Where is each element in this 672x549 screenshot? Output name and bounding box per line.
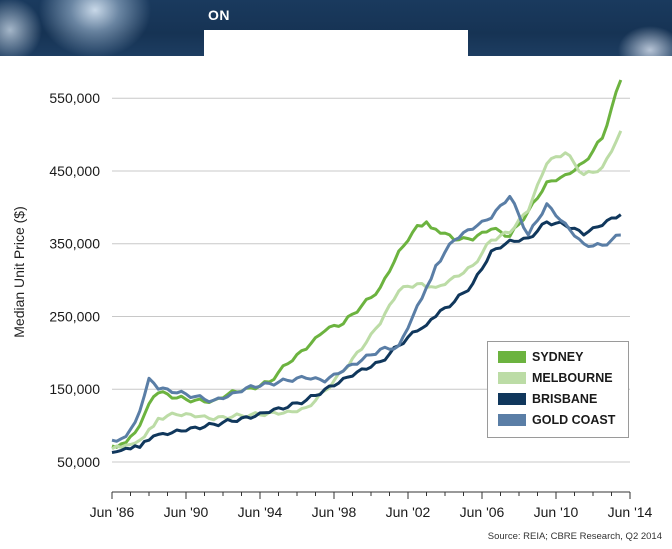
y-axis-label: Median Unit Price ($) — [11, 206, 27, 338]
legend-swatch — [498, 414, 526, 426]
banner-white-box — [204, 30, 468, 56]
series-line-brisbane — [111, 213, 622, 454]
chart-legend: SYDNEY MELBOURNE BRISBANE GOLD COAST — [487, 341, 629, 438]
legend-label: SYDNEY — [532, 350, 584, 364]
header-banner: ON — [0, 0, 672, 56]
legend-label: BRISBANE — [532, 392, 598, 406]
x-tick-label: Jun '06 — [460, 504, 505, 520]
x-tick-label: Jun '02 — [386, 504, 431, 520]
x-tick-label: Jun '94 — [238, 504, 283, 520]
legend-item-brisbane: BRISBANE — [498, 391, 597, 407]
banner-glow-right — [600, 20, 672, 56]
y-tick-label: 350,000 — [49, 236, 100, 252]
series-line-sydney — [111, 79, 623, 449]
x-tick-label: Jun '10 — [534, 504, 579, 520]
legend-item-melbourne: MELBOURNE — [498, 370, 613, 386]
y-tick-label: 250,000 — [49, 308, 100, 324]
axes: 50,000 150,000 250,000 350,000 450,000 550,00… — [49, 90, 652, 520]
x-tick-label: Jun '90 — [164, 504, 209, 520]
x-tick-label: Jun '98 — [312, 504, 357, 520]
legend-swatch — [498, 393, 526, 405]
source-note: Source: REIA; CBRE Research, Q2 2014 — [487, 531, 662, 542]
legend-label: GOLD COAST — [532, 413, 616, 427]
series-lines — [111, 79, 623, 454]
legend-swatch — [498, 372, 526, 384]
banner-title: ON — [208, 7, 230, 23]
series-line-melbourne — [111, 130, 623, 451]
legend-item-gold-coast: GOLD COAST — [498, 412, 615, 428]
y-tick-label: 550,000 — [49, 90, 100, 106]
y-tick-label: 150,000 — [49, 381, 100, 397]
legend-swatch — [498, 351, 526, 363]
y-tick-label: 450,000 — [49, 163, 100, 179]
banner-glow — [0, 0, 200, 56]
legend-label: MELBOURNE — [532, 371, 613, 385]
legend-item-sydney: SYDNEY — [498, 349, 583, 365]
x-tick-label: Jun '86 — [90, 504, 135, 520]
series-line-gold-coast — [111, 194, 621, 443]
y-tick-label: 50,000 — [57, 454, 100, 470]
x-tick-label: Jun '14 — [608, 504, 653, 520]
